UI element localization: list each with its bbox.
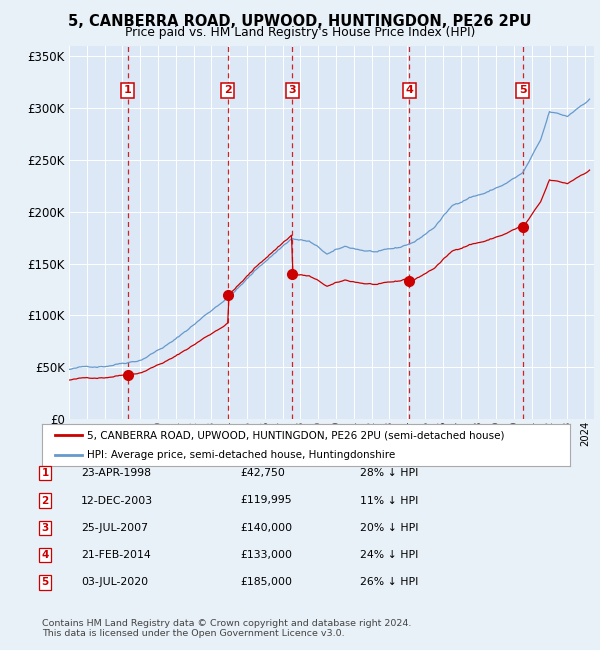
- Text: Price paid vs. HM Land Registry's House Price Index (HPI): Price paid vs. HM Land Registry's House …: [125, 26, 475, 39]
- Text: 12-DEC-2003: 12-DEC-2003: [81, 495, 153, 506]
- Text: 5: 5: [519, 85, 527, 96]
- Text: 21-FEB-2014: 21-FEB-2014: [81, 550, 151, 560]
- Text: 2: 2: [41, 495, 49, 506]
- Text: 11% ↓ HPI: 11% ↓ HPI: [360, 495, 418, 506]
- Text: £133,000: £133,000: [240, 550, 292, 560]
- Text: £119,995: £119,995: [240, 495, 292, 506]
- Text: £42,750: £42,750: [240, 468, 285, 478]
- Text: 25-JUL-2007: 25-JUL-2007: [81, 523, 148, 533]
- Text: 4: 4: [406, 85, 413, 96]
- Text: £140,000: £140,000: [240, 523, 292, 533]
- Text: 03-JUL-2020: 03-JUL-2020: [81, 577, 148, 588]
- Text: 20% ↓ HPI: 20% ↓ HPI: [360, 523, 419, 533]
- Text: 5, CANBERRA ROAD, UPWOOD, HUNTINGDON, PE26 2PU (semi-detached house): 5, CANBERRA ROAD, UPWOOD, HUNTINGDON, PE…: [87, 430, 505, 440]
- Text: 2: 2: [224, 85, 232, 96]
- Text: 4: 4: [41, 550, 49, 560]
- Text: Contains HM Land Registry data © Crown copyright and database right 2024.
This d: Contains HM Land Registry data © Crown c…: [42, 619, 412, 638]
- Text: 3: 3: [289, 85, 296, 96]
- Text: 5, CANBERRA ROAD, UPWOOD, HUNTINGDON, PE26 2PU: 5, CANBERRA ROAD, UPWOOD, HUNTINGDON, PE…: [68, 14, 532, 29]
- Text: 1: 1: [41, 468, 49, 478]
- Text: 5: 5: [41, 577, 49, 588]
- Text: 23-APR-1998: 23-APR-1998: [81, 468, 151, 478]
- Text: 1: 1: [124, 85, 131, 96]
- Text: 3: 3: [41, 523, 49, 533]
- Text: HPI: Average price, semi-detached house, Huntingdonshire: HPI: Average price, semi-detached house,…: [87, 450, 395, 460]
- Text: £185,000: £185,000: [240, 577, 292, 588]
- Text: 26% ↓ HPI: 26% ↓ HPI: [360, 577, 418, 588]
- Text: 24% ↓ HPI: 24% ↓ HPI: [360, 550, 418, 560]
- Text: 28% ↓ HPI: 28% ↓ HPI: [360, 468, 418, 478]
